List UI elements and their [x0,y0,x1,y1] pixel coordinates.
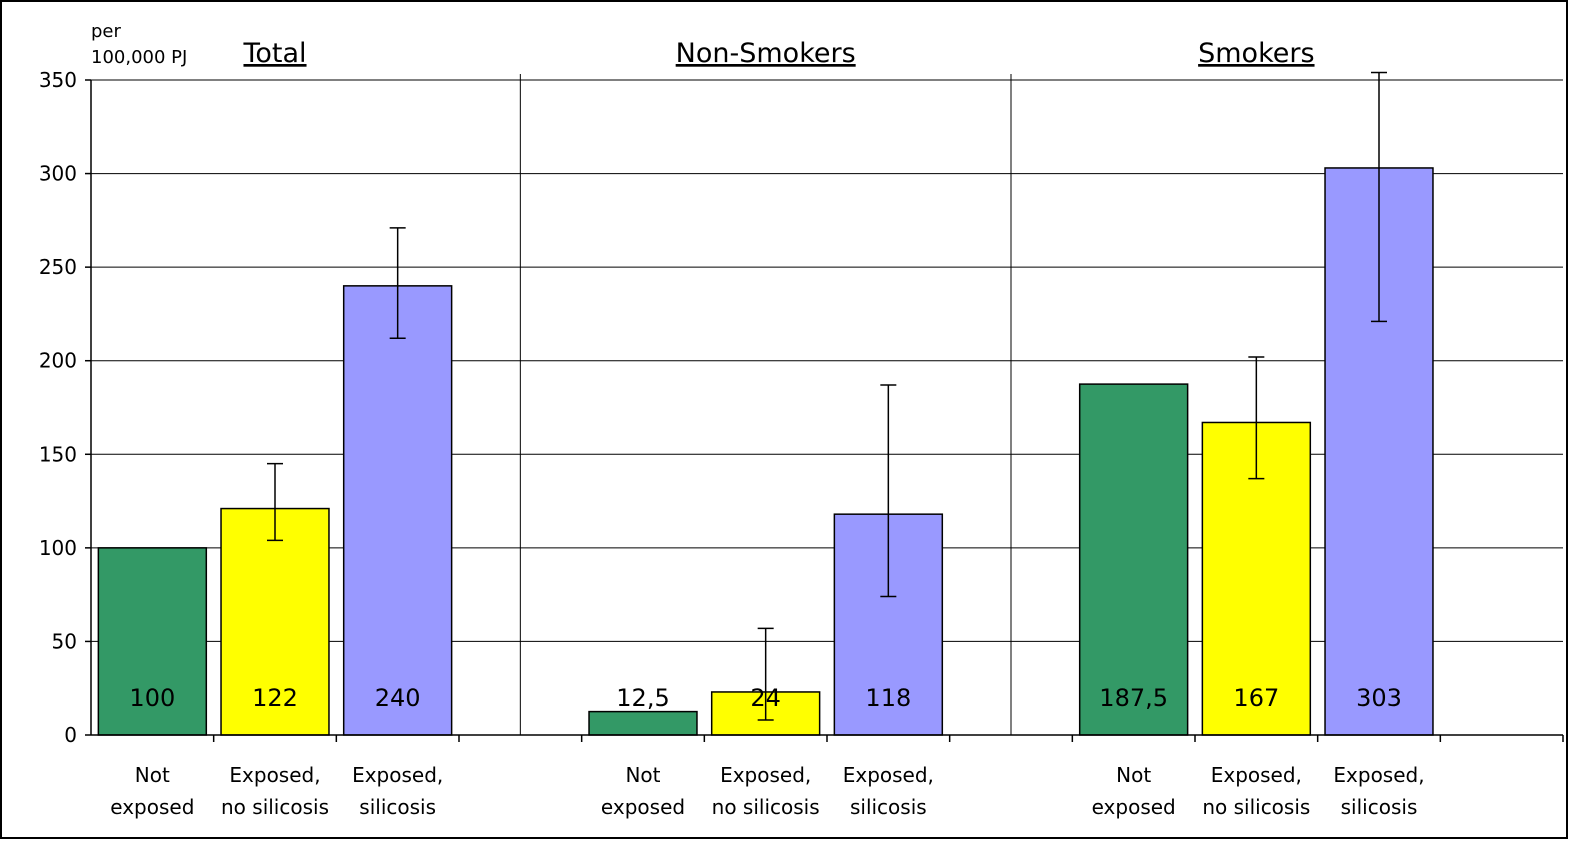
value-label: 167 [1233,684,1279,712]
category-label: Exposed, [352,763,443,787]
value-label: 24 [750,684,781,712]
category-label: exposed [110,795,194,819]
category-label: silicosis [359,795,436,819]
y-tick-label: 200 [39,349,77,373]
category-label: exposed [1092,795,1176,819]
category-label: silicosis [1341,795,1418,819]
category-labels: Not exposed Exposed, no silicosis Exposed, si… [110,763,1424,819]
category-label: Not [135,763,170,787]
bars [97,167,1434,736]
category-label: Exposed, [229,763,320,787]
category-label: Exposed, [1211,763,1302,787]
category-label: no silicosis [221,795,329,819]
category-label: Not [1116,763,1151,787]
value-label: 187,5 [1099,684,1168,712]
error-bars [267,71,1387,721]
y-tick-label: 250 [39,255,77,279]
y-tick-label: 350 [39,68,77,92]
y-tick-label: 100 [39,536,77,560]
value-label: 303 [1356,684,1402,712]
group-title-2: Smokers [1198,38,1314,69]
category-label: silicosis [850,795,927,819]
value-label: 118 [865,684,911,712]
category-label: Not [625,763,660,787]
value-label: 12,5 [616,684,669,712]
category-label: Exposed, [1333,763,1424,787]
group-titles: Total Non-Smokers Smokers [242,38,1314,69]
category-label: Exposed, [720,763,811,787]
unit-label-line-1: per [91,21,122,42]
category-label: exposed [601,795,685,819]
category-label: no silicosis [1202,795,1310,819]
bar [342,285,453,736]
group-dividers [519,74,1012,735]
y-tick-label: 0 [64,723,77,747]
value-label: 240 [375,684,421,712]
y-tick-label: 50 [52,629,77,653]
y-tick-label: 300 [39,162,77,186]
group-title-0: Total [242,38,306,69]
value-label: 100 [129,684,175,712]
bar [1078,383,1189,736]
category-label: Exposed, [843,763,934,787]
y-tick-labels: 0 50 100 150 200 250 300 350 [39,68,77,747]
category-label: no silicosis [712,795,820,819]
unit-label-line-2: 100,000 PJ [91,47,187,68]
axes [85,79,1564,742]
value-label: 122 [252,684,298,712]
bar [588,710,698,736]
group-title-1: Non-Smokers [676,38,856,69]
y-tick-label: 150 [39,442,77,466]
gridlines [91,79,1563,642]
value-labels: 100 122 240 12,5 24 118 187,5 167 303 [129,684,1401,712]
